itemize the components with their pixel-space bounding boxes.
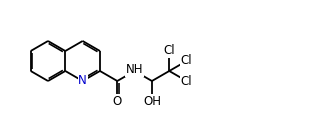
Text: Cl: Cl xyxy=(181,54,192,67)
Text: NH: NH xyxy=(126,63,143,76)
Text: OH: OH xyxy=(143,95,161,108)
Text: Cl: Cl xyxy=(163,44,175,57)
Text: Cl: Cl xyxy=(181,75,192,88)
Text: O: O xyxy=(113,95,122,108)
Text: N: N xyxy=(78,75,87,88)
